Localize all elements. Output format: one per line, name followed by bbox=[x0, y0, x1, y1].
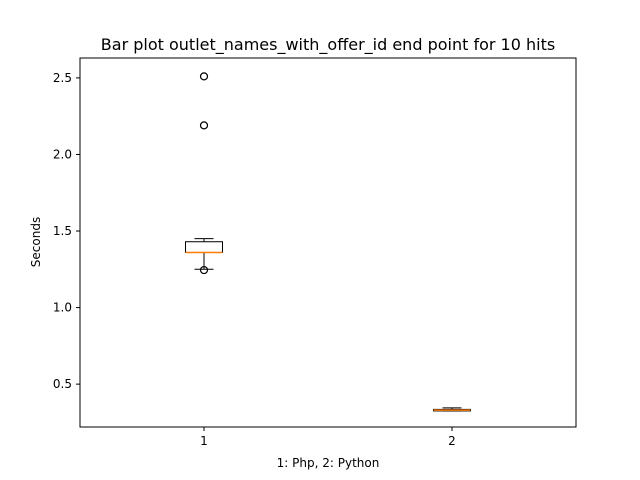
x-tick-label: 1 bbox=[200, 434, 208, 448]
y-axis-label: Seconds bbox=[29, 217, 43, 267]
y-tick-label: 0.5 bbox=[53, 377, 72, 391]
x-axis-label: 1: Php, 2: Python bbox=[277, 456, 380, 470]
outlier-point bbox=[199, 72, 209, 81]
box-1 bbox=[185, 72, 223, 275]
box-2 bbox=[433, 407, 471, 412]
y-tick-label: 2.5 bbox=[53, 71, 72, 85]
y-axis: 0.5 1.0 1.5 2.0 2.5 bbox=[53, 71, 80, 391]
x-tick-label: 2 bbox=[448, 434, 456, 448]
chart-title: Bar plot outlet_names_with_offer_id end … bbox=[101, 35, 555, 55]
plot-area-frame bbox=[79, 57, 577, 428]
y-tick-label: 1.0 bbox=[53, 301, 72, 315]
outlier-point bbox=[199, 121, 209, 130]
y-tick-label: 2.0 bbox=[53, 147, 72, 161]
boxes-group bbox=[185, 72, 471, 412]
y-tick-label: 1.5 bbox=[53, 224, 72, 238]
box-body bbox=[185, 241, 223, 253]
outlier-point bbox=[199, 265, 209, 275]
